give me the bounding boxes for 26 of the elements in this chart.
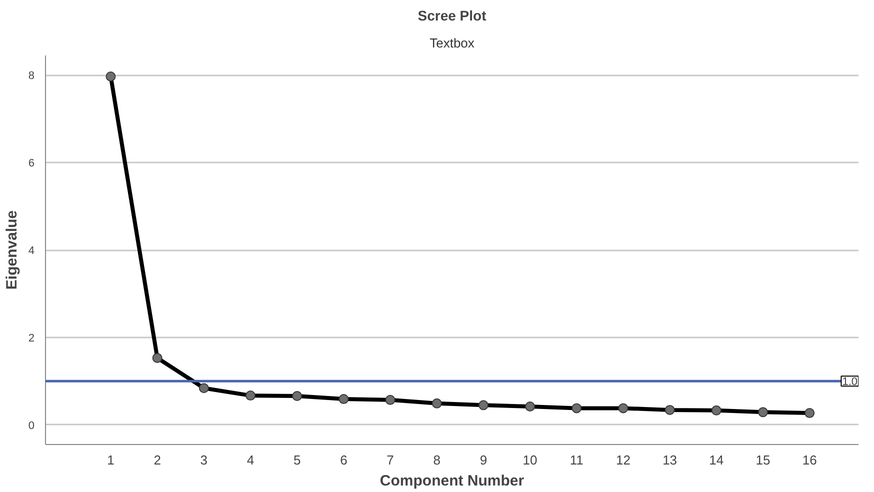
y-tick-label: 4 [28, 245, 35, 257]
x-tick-label: 12 [616, 452, 630, 468]
ref-line-label: 1.0 [842, 376, 858, 388]
x-tick-label: 4 [246, 452, 254, 468]
x-tick-label: 5 [293, 452, 301, 468]
x-axis-title: Component Number [380, 472, 524, 490]
y-axis-title: Eigenvalue [3, 210, 20, 290]
y-tick-label: 8 [28, 70, 35, 82]
x-tick-label: 2 [154, 452, 161, 468]
y-tick-label: 6 [28, 158, 35, 170]
x-tick-label: 9 [480, 452, 488, 468]
x-tick-label: 10 [522, 452, 538, 468]
x-tick-label: 1 [107, 452, 114, 468]
y-tick-label: 0 [28, 420, 35, 432]
x-tick-label: 6 [340, 452, 348, 468]
x-tick-label: 14 [709, 452, 724, 468]
chart-subtitle: Textbox [430, 36, 475, 50]
x-tick-label: 3 [200, 452, 208, 468]
x-tick-label: 11 [570, 452, 584, 468]
x-tick-label: 16 [802, 452, 817, 468]
x-tick-label: 7 [386, 452, 394, 468]
x-tick-label: 13 [662, 452, 678, 468]
x-tick-label: 8 [433, 452, 440, 468]
y-tick-label: 2 [28, 332, 35, 344]
x-tick-label: 15 [756, 452, 770, 468]
chart-title: Scree Plot [418, 8, 487, 24]
